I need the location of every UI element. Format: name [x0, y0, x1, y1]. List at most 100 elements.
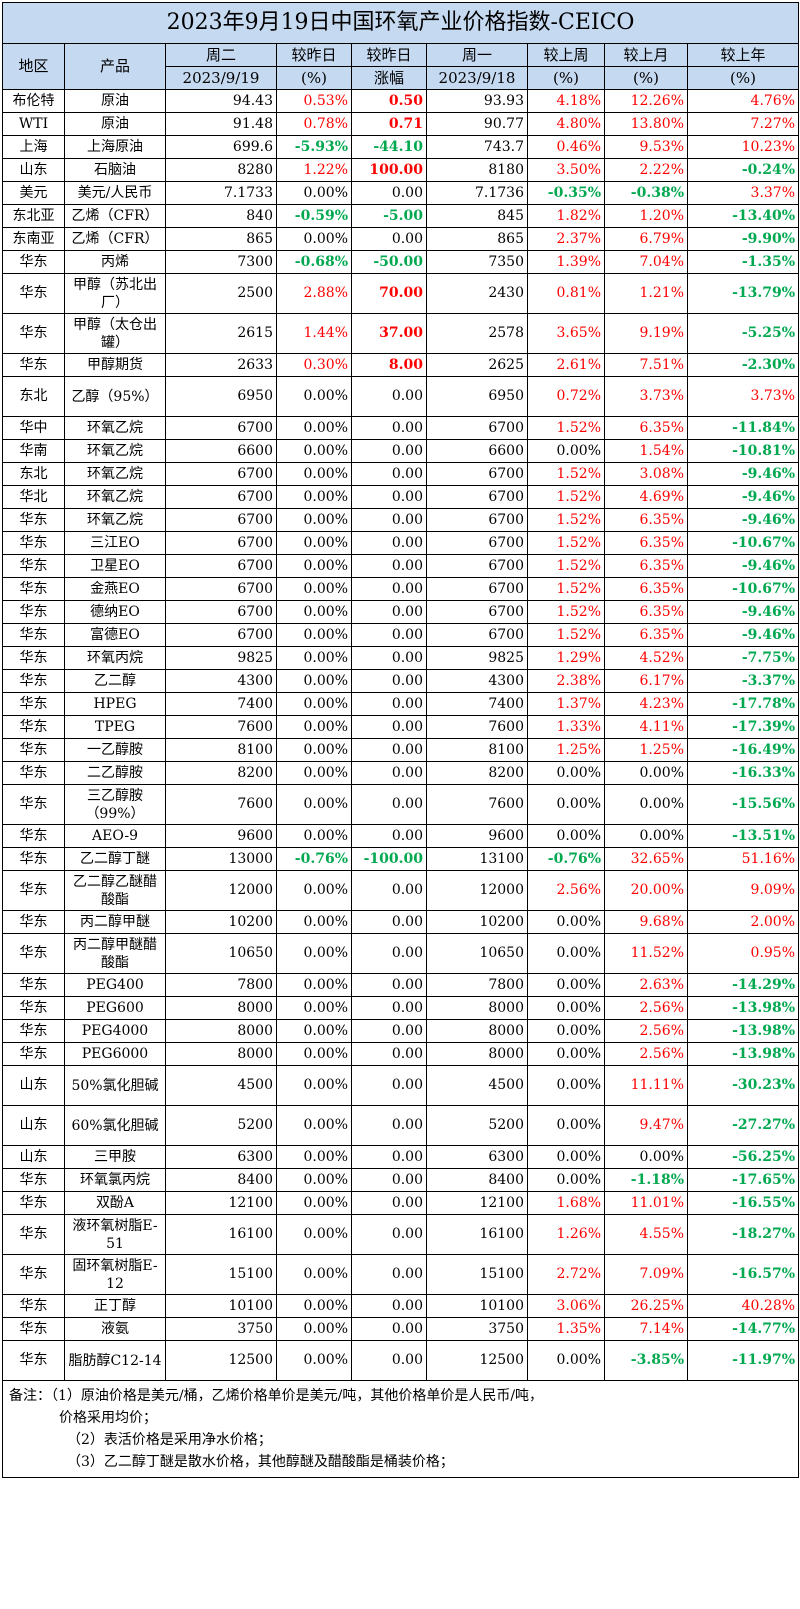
table-row: 美元 美元/人民币 7.1733 0.00% 0.00 7.1736 -0.35% -0.38…	[2, 181, 800, 205]
cell-mo-pct: 9.19%	[604, 313, 688, 354]
cell-region: 华东	[2, 824, 65, 848]
cell-chg-pct: -0.68%	[276, 250, 352, 274]
cell-mo-pct: 32.65%	[604, 847, 688, 871]
cell-chg-abs: 0.00	[351, 1214, 427, 1255]
cell-price-mon: 865	[426, 227, 528, 251]
cell-wk-pct: 1.29%	[527, 646, 605, 670]
table-row: 华东 富德EO 6700 0.00% 0.00 6700 1.52% 6.35% -9.46%	[2, 623, 800, 647]
cell-region: 华东	[2, 1317, 65, 1341]
cell-chg-abs: 0.00	[351, 1145, 427, 1169]
table-row: 华东 卫星EO 6700 0.00% 0.00 6700 1.52% 6.35% -9.46%	[2, 554, 800, 578]
cell-region: 华东	[2, 1294, 65, 1318]
cell-mo-pct: 6.35%	[604, 600, 688, 624]
cell-chg-pct: 0.00%	[276, 1105, 352, 1146]
cell-mo-pct: 11.11%	[604, 1065, 688, 1106]
cell-region: 华东	[2, 600, 65, 624]
cell-price-mon: 10650	[426, 933, 528, 974]
cell-price-mon: 9825	[426, 646, 528, 670]
cell-chg-abs: 0.00	[351, 577, 427, 601]
cell-price-tue: 2615	[165, 313, 277, 354]
cell-wk-pct: 0.00%	[527, 761, 605, 785]
cell-price-tue: 6600	[165, 439, 277, 463]
table-row: 华东 乙二醇丁醚 13000 -0.76% -100.00 13100 -0.76% 32.6…	[2, 847, 800, 871]
cell-price-tue: 4300	[165, 669, 277, 693]
cell-region: 华东	[2, 761, 65, 785]
cell-wk-pct: 1.52%	[527, 508, 605, 532]
cell-yr-pct: 2.00%	[686, 910, 800, 934]
cell-price-mon: 6700	[426, 577, 528, 601]
page-title: 2023年9月19日中国环氧产业价格指数-CEICO	[1, 2, 800, 44]
cell-mo-pct: 0.00%	[604, 784, 688, 825]
cell-wk-pct: 0.00%	[527, 1105, 605, 1146]
cell-product: 乙二醇乙醚醋酸酯	[64, 870, 166, 911]
cell-wk-pct: 1.39%	[527, 250, 605, 274]
table-row: 华东 PEG6000 8000 0.00% 0.00 8000 0.00% 2.56% -13.…	[2, 1042, 800, 1066]
cell-chg-pct: 0.00%	[276, 485, 352, 509]
cell-wk-pct: 0.00%	[527, 784, 605, 825]
cell-region: 华中	[2, 416, 65, 440]
cell-chg-pct: 1.44%	[276, 313, 352, 354]
cell-chg-abs: 0.00	[351, 376, 427, 417]
cell-price-mon: 10100	[426, 1294, 528, 1318]
table-row: 华东 德纳EO 6700 0.00% 0.00 6700 1.52% 6.35% -9.46%	[2, 600, 800, 624]
cell-yr-pct: -11.84%	[686, 416, 800, 440]
table-row: 华东 甲醇期货 2633 0.30% 8.00 2625 2.61% 7.51% -2.30%	[2, 353, 800, 377]
cell-region: 东北	[2, 376, 65, 417]
cell-wk-pct: 0.00%	[527, 1019, 605, 1043]
cell-chg-abs: 0.00	[351, 623, 427, 647]
cell-product: 环氧乙烷	[64, 439, 166, 463]
cell-wk-pct: 2.37%	[527, 227, 605, 251]
cell-price-tue: 865	[165, 227, 277, 251]
cell-mo-pct: 6.35%	[604, 577, 688, 601]
cell-mo-pct: 26.25%	[604, 1294, 688, 1318]
cell-chg-pct: 0.00%	[276, 554, 352, 578]
cell-yr-pct: -13.51%	[686, 824, 800, 848]
cell-yr-pct: -16.55%	[686, 1191, 800, 1215]
cell-price-mon: 2430	[426, 273, 528, 314]
table-row: WTI 原油 91.48 0.78% 0.71 90.77 4.80% 13.80% 7.27%	[2, 112, 800, 136]
cell-yr-pct: 10.23%	[686, 135, 800, 159]
cell-yr-pct: -5.25%	[686, 313, 800, 354]
table-row: 山东 60%氯化胆碱 5200 0.00% 0.00 5200 0.00% 9.47% -27.…	[2, 1105, 800, 1146]
cell-region: 华东	[2, 646, 65, 670]
cell-price-mon: 90.77	[426, 112, 528, 136]
cell-mo-pct: 3.08%	[604, 462, 688, 486]
cell-price-tue: 15100	[165, 1254, 277, 1295]
cell-price-tue: 6700	[165, 531, 277, 555]
cell-region: 华东	[2, 738, 65, 762]
cell-yr-pct: -15.56%	[686, 784, 800, 825]
cell-mo-pct: 2.63%	[604, 973, 688, 997]
cell-wk-pct: 1.52%	[527, 623, 605, 647]
cell-yr-pct: 51.16%	[686, 847, 800, 871]
cell-price-tue: 6700	[165, 554, 277, 578]
cell-mo-pct: 0.00%	[604, 1145, 688, 1169]
cell-chg-pct: 0.00%	[276, 646, 352, 670]
cell-chg-pct: 0.00%	[276, 1191, 352, 1215]
table-row: 华北 环氧乙烷 6700 0.00% 0.00 6700 1.52% 4.69% -9.46%	[2, 485, 800, 509]
cell-wk-pct: 2.72%	[527, 1254, 605, 1295]
cell-mo-pct: 9.47%	[604, 1105, 688, 1146]
cell-mo-pct: 7.09%	[604, 1254, 688, 1295]
header-tue: 周二	[165, 43, 277, 67]
cell-region: 华东	[2, 870, 65, 911]
cell-wk-pct: 1.52%	[527, 416, 605, 440]
cell-price-tue: 8200	[165, 761, 277, 785]
cell-mo-pct: 12.26%	[604, 89, 688, 113]
cell-product: 60%氯化胆碱	[64, 1105, 166, 1146]
cell-wk-pct: 0.00%	[527, 1065, 605, 1106]
cell-chg-abs: -50.00	[351, 250, 427, 274]
table-row: 华东 PEG600 8000 0.00% 0.00 8000 0.00% 2.56% -13.9…	[2, 996, 800, 1020]
cell-product: PEG4000	[64, 1019, 166, 1043]
cell-chg-abs: 0.00	[351, 1191, 427, 1215]
cell-price-mon: 7400	[426, 692, 528, 716]
table-row: 布伦特 原油 94.43 0.53% 0.50 93.93 4.18% 12.26% 4.76%	[2, 89, 800, 113]
table-row: 华东 甲醇（太仓出罐） 2615 1.44% 37.00 2578 3.65% 9.19% -5…	[2, 313, 800, 354]
cell-chg-pct: 0.00%	[276, 1042, 352, 1066]
table-row: 东北 乙醇（95%） 6950 0.00% 0.00 6950 0.72% 3.73% 3.73…	[2, 376, 800, 417]
cell-yr-pct: -3.37%	[686, 669, 800, 693]
cell-product: 环氧乙烷	[64, 485, 166, 509]
cell-wk-pct: 1.52%	[527, 485, 605, 509]
cell-region: 华东	[2, 1254, 65, 1295]
cell-price-mon: 6700	[426, 623, 528, 647]
cell-price-tue: 9600	[165, 824, 277, 848]
